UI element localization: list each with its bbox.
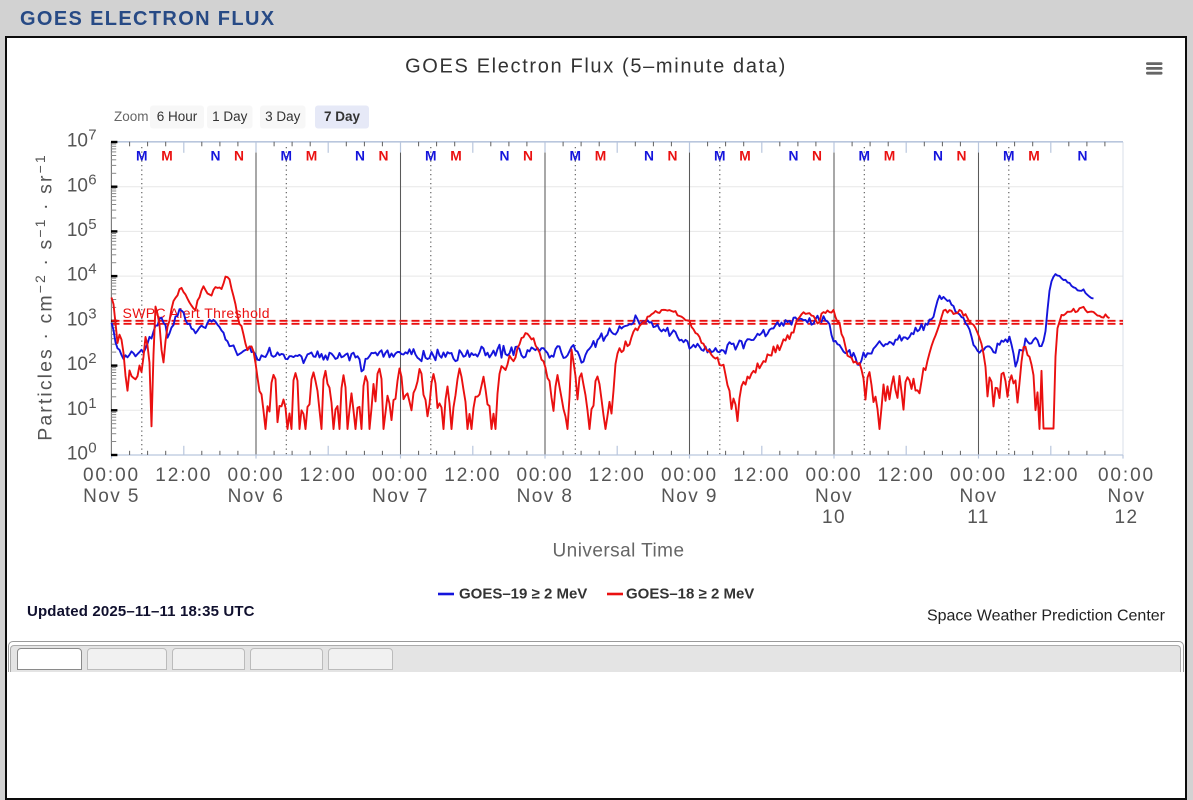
- svg-text:6 Hour: 6 Hour: [157, 109, 198, 124]
- svg-text:Space Weather Prediction Cente: Space Weather Prediction Center: [927, 608, 1166, 625]
- svg-text:7 Day: 7 Day: [324, 109, 361, 124]
- svg-text:10: 10: [822, 507, 846, 528]
- svg-text:M: M: [425, 149, 437, 164]
- svg-text:7: 7: [88, 127, 96, 144]
- svg-text:M: M: [570, 149, 582, 164]
- svg-text:00:00: 00:00: [950, 465, 1007, 486]
- svg-text:M: M: [136, 149, 148, 164]
- svg-text:Universal Time: Universal Time: [553, 541, 685, 562]
- svg-text:N: N: [234, 149, 244, 164]
- svg-text:N: N: [1078, 149, 1088, 164]
- svg-text:00:00: 00:00: [372, 465, 429, 486]
- svg-text:Zoom: Zoom: [114, 109, 149, 124]
- svg-text:10: 10: [67, 131, 88, 152]
- svg-text:Particles · cm−2 · s−1 · sr−1: Particles · cm−2 · s−1 · sr−1: [32, 153, 57, 441]
- svg-text:3 Day: 3 Day: [265, 109, 301, 124]
- svg-text:1: 1: [88, 395, 96, 412]
- svg-text:00:00: 00:00: [516, 465, 573, 486]
- svg-text:Nov 9: Nov 9: [661, 486, 718, 507]
- svg-text:12:00: 12:00: [300, 465, 357, 486]
- svg-text:M: M: [859, 149, 871, 164]
- svg-text:1 Day: 1 Day: [212, 109, 248, 124]
- svg-text:Nov 7: Nov 7: [372, 486, 429, 507]
- svg-text:12:00: 12:00: [589, 465, 646, 486]
- svg-text:N: N: [789, 149, 799, 164]
- svg-text:N: N: [812, 149, 822, 164]
- svg-text:10: 10: [67, 310, 88, 331]
- svg-text:00:00: 00:00: [227, 465, 284, 486]
- svg-text:GOES–19 ≥ 2 MeV: GOES–19 ≥ 2 MeV: [459, 585, 587, 602]
- svg-text:Nov: Nov: [815, 486, 853, 507]
- svg-text:12: 12: [1115, 507, 1139, 528]
- svg-text:12:00: 12:00: [444, 465, 501, 486]
- svg-text:3: 3: [88, 306, 96, 323]
- svg-text:N: N: [957, 149, 967, 164]
- svg-text:GOES Electron Flux (5–minute d: GOES Electron Flux (5–minute data): [405, 55, 787, 77]
- svg-text:M: M: [306, 149, 318, 164]
- svg-text:Nov 5: Nov 5: [83, 486, 140, 507]
- svg-text:N: N: [644, 149, 654, 164]
- svg-text:M: M: [161, 149, 173, 164]
- svg-text:6: 6: [88, 171, 96, 188]
- svg-text:N: N: [379, 149, 389, 164]
- svg-text:11: 11: [967, 507, 990, 528]
- svg-text:0: 0: [88, 440, 96, 457]
- svg-text:GOES–18 ≥ 2 MeV: GOES–18 ≥ 2 MeV: [626, 585, 754, 602]
- svg-text:10: 10: [67, 444, 88, 465]
- svg-text:Nov: Nov: [960, 486, 998, 507]
- svg-text:N: N: [933, 149, 943, 164]
- svg-text:SWPC Alert Threshold: SWPC Alert Threshold: [123, 305, 270, 321]
- svg-text:M: M: [281, 149, 293, 164]
- svg-text:M: M: [595, 149, 607, 164]
- svg-text:12:00: 12:00: [733, 465, 790, 486]
- svg-text:M: M: [714, 149, 726, 164]
- svg-text:10: 10: [67, 399, 88, 420]
- svg-text:10: 10: [67, 354, 88, 375]
- svg-text:Nov 8: Nov 8: [517, 486, 574, 507]
- svg-text:5: 5: [88, 216, 96, 233]
- svg-text:00:00: 00:00: [805, 465, 862, 486]
- svg-text:Updated 2025–11–11 18:35 UTC: Updated 2025–11–11 18:35 UTC: [27, 603, 255, 620]
- svg-text:Nov: Nov: [1108, 486, 1146, 507]
- svg-text:4: 4: [88, 261, 96, 278]
- svg-text:N: N: [523, 149, 533, 164]
- svg-text:M: M: [739, 149, 751, 164]
- svg-text:00:00: 00:00: [1098, 465, 1155, 486]
- svg-text:N: N: [211, 149, 221, 164]
- svg-text:M: M: [450, 149, 462, 164]
- svg-text:12:00: 12:00: [155, 465, 212, 486]
- svg-text:00:00: 00:00: [661, 465, 718, 486]
- svg-text:2: 2: [88, 350, 96, 367]
- svg-text:10: 10: [67, 265, 88, 286]
- svg-text:00:00: 00:00: [83, 465, 140, 486]
- svg-text:N: N: [355, 149, 365, 164]
- svg-text:12:00: 12:00: [878, 465, 935, 486]
- svg-text:M: M: [1028, 149, 1040, 164]
- svg-text:Nov 6: Nov 6: [228, 486, 285, 507]
- svg-text:10: 10: [67, 220, 88, 241]
- svg-text:N: N: [668, 149, 678, 164]
- svg-text:10: 10: [67, 175, 88, 196]
- svg-text:N: N: [500, 149, 510, 164]
- svg-text:12:00: 12:00: [1022, 465, 1079, 486]
- svg-text:M: M: [884, 149, 896, 164]
- svg-text:M: M: [1003, 149, 1015, 164]
